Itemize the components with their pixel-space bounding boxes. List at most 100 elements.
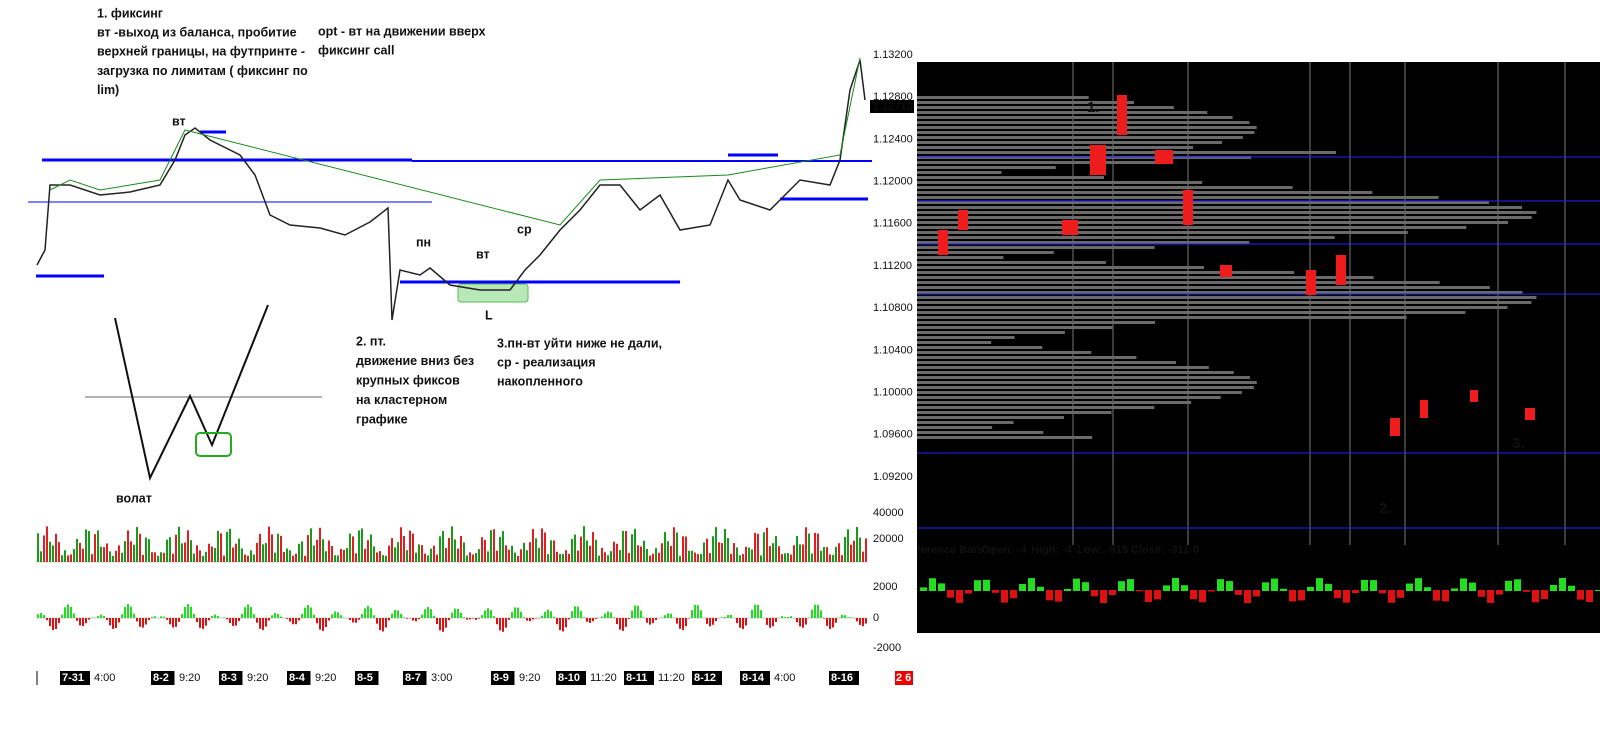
delta-bar — [604, 613, 606, 618]
volume-bar — [694, 552, 696, 562]
price-tick-label: 1.10400 — [873, 344, 913, 356]
volume-bar — [397, 542, 399, 562]
volume-bar — [430, 548, 432, 562]
day-label: вт — [476, 247, 490, 261]
volume-bar — [523, 542, 525, 562]
delta-bar — [652, 618, 654, 624]
delta-bar — [355, 618, 357, 623]
volume-bar — [268, 526, 270, 562]
volume-bar — [313, 545, 315, 562]
delta-bar — [88, 618, 90, 620]
indicator-legend: Open: -4 — [982, 544, 1027, 556]
day-label: пн — [416, 235, 431, 249]
delta-bar — [58, 618, 60, 624]
volume-bar — [628, 553, 630, 562]
volume-bar — [811, 553, 813, 562]
indicator-bar — [1334, 590, 1341, 599]
indicator-bar — [974, 580, 981, 591]
indicator-bar — [1181, 585, 1188, 591]
volume-bar — [856, 526, 858, 562]
volume-bar — [292, 555, 294, 562]
indicator-bar — [1289, 590, 1296, 602]
profile-bar — [917, 206, 1522, 209]
delta-bar — [112, 618, 114, 629]
volume-bar — [484, 539, 486, 562]
delta-bar — [190, 606, 192, 618]
volume-bar — [637, 545, 639, 562]
delta-bar — [139, 618, 141, 627]
indicator-legend: ference Bars — [917, 544, 984, 556]
volume-bar — [256, 542, 258, 562]
volume-bar — [97, 530, 99, 562]
annotation: крупных фиксов — [356, 373, 460, 387]
indicator-bar — [1595, 589, 1600, 591]
volume-bar — [178, 526, 180, 562]
indicator-bar — [1442, 590, 1449, 602]
price-tick-label: 1.13200 — [873, 49, 913, 61]
indicator-bar — [1109, 590, 1116, 596]
volume-bar — [235, 543, 237, 562]
volume-bar — [469, 552, 471, 562]
delta-bar — [322, 618, 324, 631]
indicator-legend: High: -4 — [1031, 544, 1073, 556]
volume-bar — [571, 538, 573, 562]
delta-bar — [97, 616, 99, 618]
delta-bar — [697, 605, 699, 618]
annotation: lim) — [97, 83, 119, 97]
date-label: 8-7 — [405, 672, 421, 684]
delta-bar — [802, 618, 804, 628]
profile-bar — [917, 196, 1439, 199]
volume-bar — [448, 537, 450, 562]
profile-bar — [917, 151, 1337, 154]
volume-bar — [61, 555, 63, 562]
delta-bar — [292, 618, 294, 625]
profile-bar — [917, 131, 1255, 134]
delta-bar — [712, 618, 714, 625]
volume-bar — [691, 550, 693, 562]
volume-bar — [361, 528, 363, 562]
profile-bar — [917, 191, 1373, 194]
volume-bar — [832, 554, 834, 562]
delta-bar — [271, 615, 273, 618]
indicator-bar — [1343, 590, 1350, 603]
delta-tick-label: 2000 — [873, 581, 897, 593]
volume-bar — [421, 545, 423, 562]
volume-bar — [652, 553, 654, 562]
volume-bar — [814, 532, 816, 562]
volume-bar — [661, 543, 663, 562]
volume-bar — [241, 548, 243, 562]
delta-bar — [175, 618, 177, 627]
delta-bar — [520, 611, 522, 618]
volume-bar — [490, 530, 492, 562]
delta-bar — [532, 618, 534, 620]
delta-bar — [61, 614, 63, 618]
delta-bar — [460, 612, 462, 618]
volume-bar — [595, 539, 597, 562]
indicator-bar — [1469, 582, 1476, 591]
volume-bar — [742, 554, 744, 562]
profile-bar — [917, 136, 1243, 139]
volume-bar — [340, 549, 342, 562]
delta-bar — [685, 618, 687, 627]
date-label: 8-3 — [221, 672, 237, 684]
sketch-w — [114, 304, 269, 482]
price-tick-label: 1.09600 — [873, 429, 913, 441]
indicator-bar — [1154, 590, 1161, 600]
volume-bar — [91, 554, 93, 562]
volume-bar — [58, 542, 60, 562]
delta-bar — [412, 618, 414, 621]
delta-bar — [841, 614, 843, 618]
indicator-bar — [1559, 578, 1566, 591]
volume-bar — [133, 544, 135, 562]
volume-bar — [244, 554, 246, 562]
delta-bar — [637, 605, 639, 618]
annotation: верхней границы, на футпринте - — [97, 45, 305, 59]
delta-bar — [781, 616, 783, 618]
volume-bar — [238, 538, 240, 562]
profile-bar — [917, 281, 1440, 284]
indicator-bar — [1451, 588, 1458, 591]
volume-bar — [667, 541, 669, 562]
profile-bar — [917, 101, 1135, 104]
indicator-bar — [1100, 590, 1107, 603]
volume-profile — [917, 96, 1537, 439]
